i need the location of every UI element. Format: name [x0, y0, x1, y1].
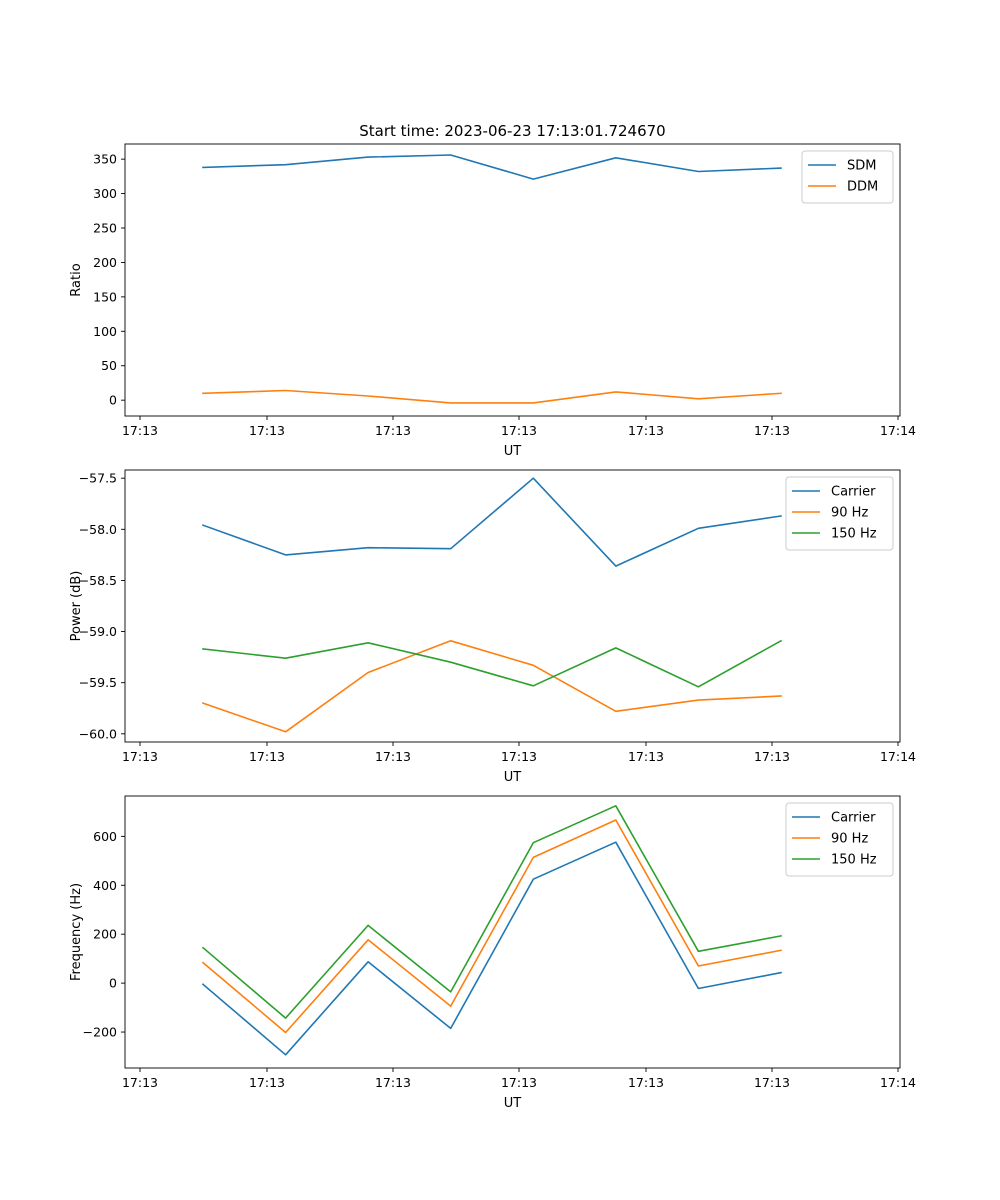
y-tick-label: −60.0 — [79, 726, 117, 741]
y-tick-label: −59.5 — [79, 675, 117, 690]
x-tick-label: 17:13 — [375, 1075, 411, 1090]
x-tick-label: 17:13 — [501, 749, 537, 764]
x-tick-label: 17:13 — [122, 423, 158, 438]
y-tick-label: 200 — [93, 927, 117, 942]
y-tick-label: 250 — [93, 221, 117, 236]
x-axis-label: UT — [504, 1096, 522, 1111]
x-tick-label: 17:14 — [880, 749, 916, 764]
y-tick-label: 300 — [93, 186, 117, 201]
series-line-carrier — [201, 477, 782, 567]
y-axis-label: Frequency (Hz) — [69, 883, 84, 981]
x-tick-label: 17:13 — [375, 423, 411, 438]
y-tick-label: 100 — [93, 324, 117, 339]
y-tick-label: 50 — [101, 358, 117, 373]
legend-box — [785, 476, 894, 551]
legend-label: SDM — [847, 159, 876, 174]
series-line-150-hz — [201, 804, 782, 1019]
series-line-ddm — [202, 389, 782, 404]
axes-frame — [124, 795, 901, 1069]
legend-label: DDM — [847, 180, 878, 195]
chart-title: Start time: 2023-06-23 17:13:01.724670 — [359, 122, 665, 140]
x-tick-label: 17:13 — [122, 749, 158, 764]
legend: Carrier 90 Hz 150 Hz — [785, 476, 894, 551]
x-tick-label: 17:13 — [501, 1075, 537, 1090]
chart-panel-3: 17:13 17:13 17:13 17:13 17:13 17:13 17:14 −200 0… — [69, 795, 916, 1111]
series-line-sdm — [202, 154, 782, 180]
y-tick-label: 0 — [109, 976, 117, 991]
y-tick-label: 400 — [93, 878, 117, 893]
y-axis-label: Ratio — [69, 263, 84, 296]
legend: Carrier 90 Hz 150 Hz — [785, 802, 894, 877]
series-line-150-hz — [202, 639, 783, 688]
y-tick-label: −58.0 — [79, 522, 117, 537]
y-tick-label: −59.0 — [79, 624, 117, 639]
y-axis-label: Power (dB) — [69, 571, 84, 642]
axes-frame — [124, 143, 901, 417]
series-line-90-hz — [201, 819, 782, 1034]
x-tick-label: 17:13 — [628, 423, 664, 438]
y-tick-label: −58.5 — [79, 573, 117, 588]
x-tick-label: 17:13 — [628, 1075, 664, 1090]
legend-box — [801, 150, 894, 204]
x-tick-label: 17:13 — [375, 749, 411, 764]
x-tick-label: 17:13 — [501, 423, 537, 438]
y-tick-label: −57.5 — [79, 471, 117, 486]
x-tick-label: 17:13 — [122, 1075, 158, 1090]
legend-label: Carrier — [831, 811, 876, 826]
y-tick-label: 600 — [93, 829, 117, 844]
y-tick-label: 200 — [93, 255, 117, 270]
legend-box — [785, 802, 894, 877]
legend-label: 150 Hz — [831, 853, 877, 868]
x-axis-label: UT — [504, 770, 522, 785]
x-tick-label: 17:13 — [754, 423, 790, 438]
series-line-90-hz — [201, 639, 782, 733]
y-tick-label: 150 — [93, 289, 117, 304]
x-axis-label: UT — [504, 444, 522, 459]
x-tick-label: 17:14 — [880, 423, 916, 438]
series-line-carrier — [201, 841, 782, 1056]
legend-label: 90 Hz — [831, 832, 868, 847]
x-tick-label: 17:13 — [249, 1075, 285, 1090]
y-tick-label: 0 — [109, 393, 117, 408]
chart-panel-2: 17:13 17:13 17:13 17:13 17:13 17:13 17:14 −60.0… — [69, 469, 916, 785]
x-tick-label: 17:14 — [880, 1075, 916, 1090]
x-tick-label: 17:13 — [249, 749, 285, 764]
x-tick-label: 17:13 — [249, 423, 285, 438]
legend-label: 90 Hz — [831, 506, 868, 521]
x-tick-label: 17:13 — [628, 749, 664, 764]
legend-label: 150 Hz — [831, 527, 877, 542]
axes-frame — [124, 469, 901, 743]
y-tick-label: 350 — [93, 152, 117, 167]
legend: SDM DDM — [801, 150, 894, 204]
legend-label: Carrier — [831, 485, 876, 500]
chart-panel-1: 17:13 17:13 17:13 17:13 17:13 17:13 17:14 0 50 10… — [69, 143, 916, 459]
y-tick-label: −200 — [83, 1025, 117, 1040]
x-tick-label: 17:13 — [754, 749, 790, 764]
x-tick-label: 17:13 — [754, 1075, 790, 1090]
